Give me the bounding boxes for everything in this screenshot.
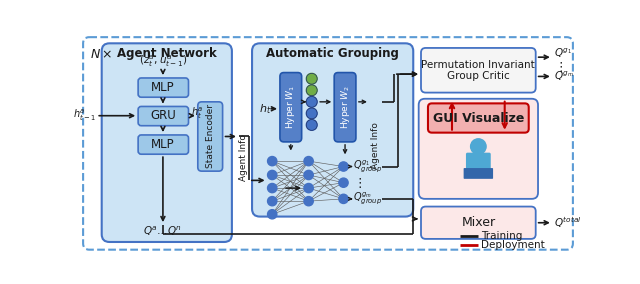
Circle shape [268, 210, 277, 219]
Text: Automatic Grouping: Automatic Grouping [266, 47, 399, 60]
Text: Training: Training [481, 231, 523, 241]
Text: Hyper $W_1$: Hyper $W_1$ [284, 85, 298, 130]
FancyBboxPatch shape [252, 43, 413, 217]
Text: Deployment: Deployment [481, 240, 545, 250]
Text: GRU: GRU [150, 109, 176, 122]
FancyBboxPatch shape [138, 78, 189, 97]
Circle shape [307, 120, 317, 130]
Text: $\vdots$: $\vdots$ [554, 60, 563, 74]
Text: Mixer: Mixer [461, 216, 495, 229]
Circle shape [304, 197, 313, 206]
Text: $h_t$: $h_t$ [259, 102, 271, 116]
Text: State Encoder: State Encoder [205, 105, 214, 168]
Text: $Q^{g_1}_{group}$: $Q^{g_1}_{group}$ [353, 158, 382, 175]
Text: $\vdots$: $\vdots$ [353, 176, 362, 190]
FancyBboxPatch shape [138, 135, 189, 154]
Text: $h_{t-1}^a$: $h_{t-1}^a$ [73, 108, 95, 124]
FancyBboxPatch shape [198, 102, 223, 171]
Circle shape [470, 139, 486, 154]
Circle shape [339, 178, 348, 187]
Circle shape [268, 197, 277, 206]
Text: $h_t^a$: $h_t^a$ [191, 106, 204, 121]
Circle shape [268, 183, 277, 193]
Text: GUI Visualize: GUI Visualize [433, 112, 524, 124]
Text: $(z_t^a, u_{t-1}^a)$: $(z_t^a, u_{t-1}^a)$ [139, 54, 187, 70]
Circle shape [307, 108, 317, 119]
Text: $N\times$: $N\times$ [90, 48, 113, 60]
FancyBboxPatch shape [138, 106, 189, 126]
Circle shape [304, 183, 313, 193]
FancyBboxPatch shape [280, 73, 301, 142]
Circle shape [307, 73, 317, 84]
FancyBboxPatch shape [419, 99, 538, 199]
Circle shape [268, 156, 277, 166]
FancyBboxPatch shape [421, 48, 536, 93]
Circle shape [339, 194, 348, 203]
FancyBboxPatch shape [102, 43, 232, 242]
FancyBboxPatch shape [466, 153, 491, 170]
Text: Hyper $W_2$: Hyper $W_2$ [339, 85, 351, 129]
Text: $Q^{total}$: $Q^{total}$ [554, 215, 582, 230]
Text: $Q^{g_m}$: $Q^{g_m}$ [554, 70, 575, 83]
Circle shape [268, 170, 277, 179]
Text: Permutation Invariant: Permutation Invariant [422, 60, 535, 70]
FancyBboxPatch shape [334, 73, 356, 142]
Text: $Q^{g_m}_{group}$: $Q^{g_m}_{group}$ [353, 191, 382, 207]
Text: MLP: MLP [151, 138, 175, 151]
Text: MLP: MLP [151, 81, 175, 94]
Text: Group Critic: Group Critic [447, 72, 509, 82]
Text: $Q^{g_1}$: $Q^{g_1}$ [554, 47, 573, 60]
Circle shape [307, 85, 317, 96]
Text: Agent Network: Agent Network [117, 47, 217, 60]
Text: Agent Info: Agent Info [239, 134, 248, 181]
Circle shape [304, 156, 313, 166]
FancyBboxPatch shape [421, 206, 536, 239]
FancyBboxPatch shape [463, 168, 493, 179]
Circle shape [339, 162, 348, 171]
Text: Agent Info: Agent Info [371, 122, 380, 169]
FancyBboxPatch shape [428, 103, 529, 133]
Circle shape [307, 97, 317, 107]
Circle shape [304, 170, 313, 179]
Text: $Q^a \ldots Q^n$: $Q^a \ldots Q^n$ [143, 224, 182, 238]
